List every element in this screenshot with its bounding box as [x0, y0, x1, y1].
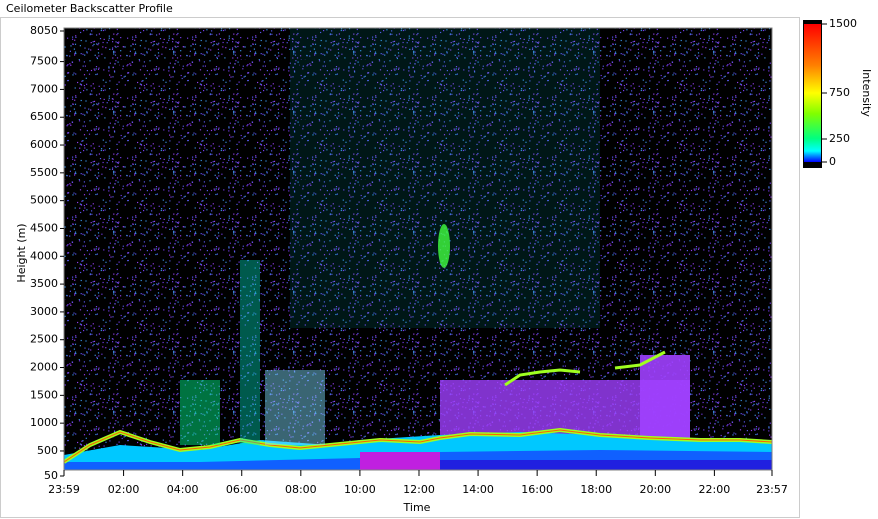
x-tick-label: 16:00 — [521, 483, 553, 496]
window-title: Ceilometer Backscatter Profile — [6, 2, 173, 15]
x-tick-label: 23:57 — [756, 483, 788, 496]
y-tick-label: 6000 — [30, 138, 58, 151]
colorbar-tick-label: 1500 — [829, 17, 857, 30]
x-tick-label: 23:59 — [48, 483, 80, 496]
y-tick-label: 5000 — [30, 194, 58, 207]
plot-frame — [63, 27, 773, 471]
y-tick-label: 8050 — [30, 24, 58, 37]
x-tick-label: 14:00 — [462, 483, 494, 496]
colorbar-tick-label: 250 — [829, 132, 850, 145]
x-tick-label: 08:00 — [285, 483, 317, 496]
panel-border — [0, 17, 800, 518]
colorbar-tick-label: 750 — [829, 86, 850, 99]
x-tick-label: 02:00 — [108, 483, 140, 496]
y-tick-label: 1000 — [30, 416, 58, 429]
y-tick-label: 2000 — [30, 361, 58, 374]
x-tick-label: 04:00 — [167, 483, 199, 496]
x-tick-label: 10:00 — [344, 483, 376, 496]
y-tick-label: 3000 — [30, 305, 58, 318]
y-tick-label: 5500 — [30, 166, 58, 179]
x-tick-label: 12:00 — [403, 483, 435, 496]
y-tick-label: 7000 — [30, 82, 58, 95]
colorbar-tick-label: 0 — [829, 155, 836, 168]
x-tick-label: 06:00 — [226, 483, 258, 496]
y-tick-label: 50 — [44, 469, 58, 482]
y-tick-label: 7500 — [30, 55, 58, 68]
backscatter-image — [64, 28, 772, 470]
y-tick-label: 500 — [37, 444, 58, 457]
colorbar-label: Intensity — [860, 69, 873, 117]
y-tick-label: 2500 — [30, 333, 58, 346]
y-tick-label: 6500 — [30, 110, 58, 123]
y-axis-label: Height (m) — [15, 223, 28, 282]
y-tick-label: 4000 — [30, 249, 58, 262]
y-tick-label: 4500 — [30, 221, 58, 234]
colorbar — [804, 24, 821, 162]
x-tick-label: 22:00 — [699, 483, 731, 496]
x-tick-label: 18:00 — [580, 483, 612, 496]
x-tick-label: 20:00 — [639, 483, 671, 496]
y-tick-label: 3500 — [30, 277, 58, 290]
y-tick-label: 1500 — [30, 388, 58, 401]
x-axis-label: Time — [403, 501, 431, 514]
